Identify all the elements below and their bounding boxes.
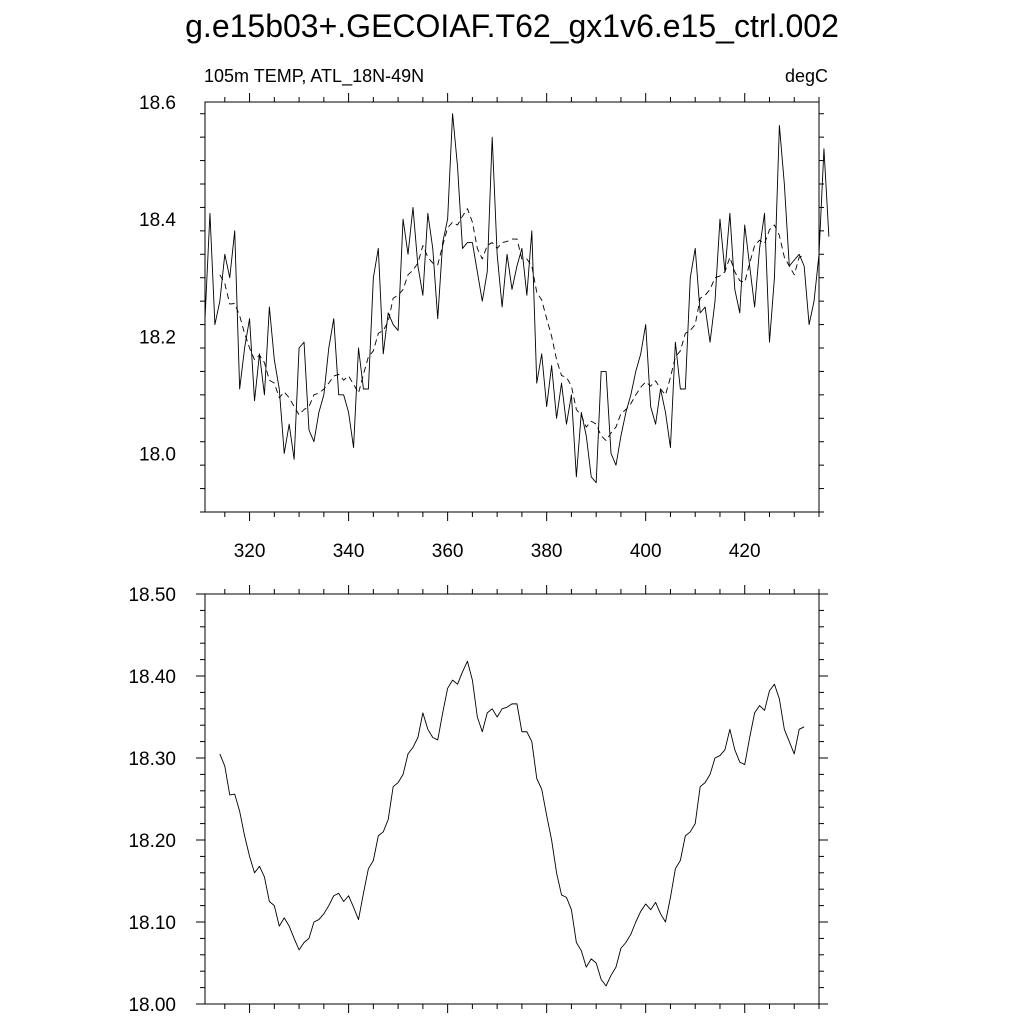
x-tick-label: 360 xyxy=(432,541,464,562)
x-tick-label: 420 xyxy=(729,541,761,562)
y-tick-label: 18.50 xyxy=(128,585,176,606)
y-tick-label: 18.4 xyxy=(139,210,176,231)
y-tick-label: 18.30 xyxy=(128,749,176,770)
plot-frame-2 xyxy=(204,593,820,1005)
y-tick-label: 18.0 xyxy=(139,444,176,465)
series-line-2-1 xyxy=(219,660,805,987)
y-tick-label: 18.00 xyxy=(128,995,176,1016)
y-tick-label: 18.20 xyxy=(128,831,176,852)
plot-frame-1 xyxy=(204,101,820,513)
series-line-1-2 xyxy=(219,208,805,441)
y-tick-label: 18.2 xyxy=(139,327,176,348)
x-tick-label: 320 xyxy=(234,541,266,562)
variable-label: 105m TEMP, ATL_18N-49N xyxy=(204,66,425,86)
units-label: degC xyxy=(784,66,828,86)
page-title: g.e15b03+.GECOIAF.T62_gx1v6.e15_ctrl.002 xyxy=(185,8,839,44)
series-line-1-1 xyxy=(204,113,830,484)
x-tick-label: 340 xyxy=(333,541,365,562)
y-tick-label: 18.40 xyxy=(128,667,176,688)
y-tick-label: 18.10 xyxy=(128,913,176,934)
y-tick-label: 18.6 xyxy=(139,93,176,114)
x-tick-label: 380 xyxy=(531,541,563,562)
x-tick-label: 400 xyxy=(630,541,662,562)
